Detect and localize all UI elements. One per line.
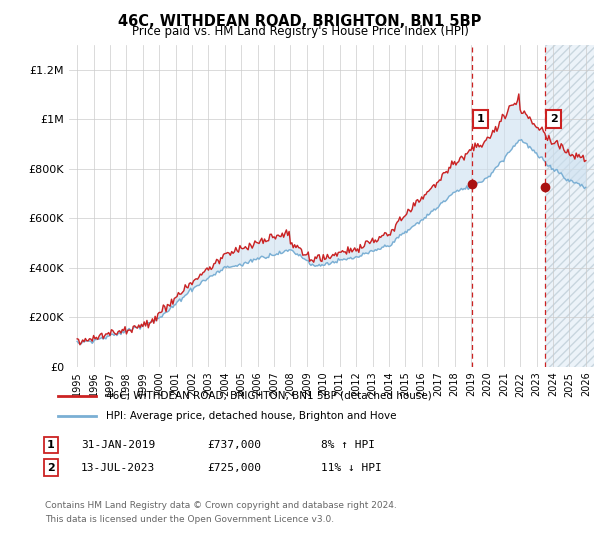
Text: HPI: Average price, detached house, Brighton and Hove: HPI: Average price, detached house, Brig… (106, 411, 396, 421)
Bar (545, 45, 594, 367)
Text: 2: 2 (550, 114, 557, 124)
Text: Contains HM Land Registry data © Crown copyright and database right 2024.: Contains HM Land Registry data © Crown c… (45, 501, 397, 510)
Text: £737,000: £737,000 (207, 440, 261, 450)
Text: Price paid vs. HM Land Registry's House Price Index (HPI): Price paid vs. HM Land Registry's House … (131, 25, 469, 38)
Text: 13-JUL-2023: 13-JUL-2023 (81, 463, 155, 473)
Text: 46C, WITHDEAN ROAD, BRIGHTON, BN1 5BP: 46C, WITHDEAN ROAD, BRIGHTON, BN1 5BP (118, 14, 482, 29)
Text: 2: 2 (47, 463, 55, 473)
Text: 1: 1 (47, 440, 55, 450)
Text: 31-JAN-2019: 31-JAN-2019 (81, 440, 155, 450)
Text: 46C, WITHDEAN ROAD, BRIGHTON, BN1 5BP (detached house): 46C, WITHDEAN ROAD, BRIGHTON, BN1 5BP (d… (106, 391, 431, 401)
Text: £725,000: £725,000 (207, 463, 261, 473)
Text: 1: 1 (476, 114, 484, 124)
Text: 8% ↑ HPI: 8% ↑ HPI (321, 440, 375, 450)
Text: 11% ↓ HPI: 11% ↓ HPI (321, 463, 382, 473)
Text: This data is licensed under the Open Government Licence v3.0.: This data is licensed under the Open Gov… (45, 515, 334, 524)
